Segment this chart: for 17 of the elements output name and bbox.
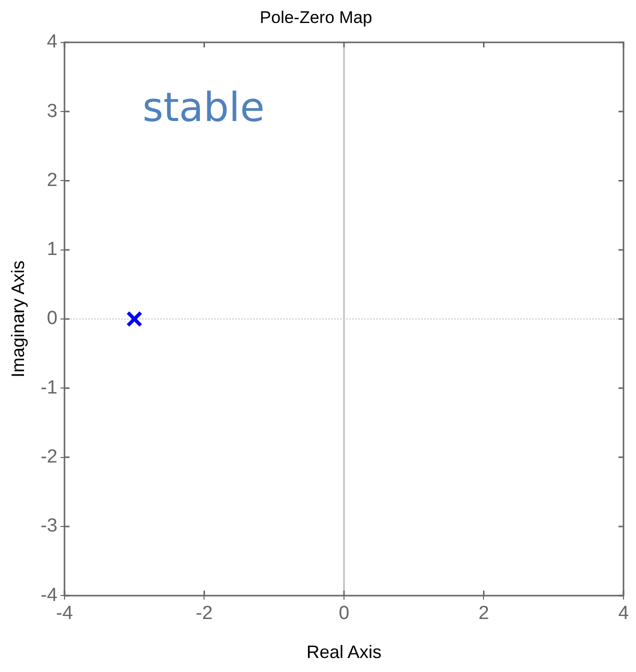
x-tick-label: 0 xyxy=(338,603,350,624)
x-tick-label: 4 xyxy=(618,603,630,624)
chart-title: Pole-Zero Map xyxy=(260,8,372,27)
y-tick-label: 1 xyxy=(46,239,58,260)
annotation: stable xyxy=(142,84,265,131)
y-tick-label: 0 xyxy=(46,308,58,330)
y-tick-label: 2 xyxy=(46,170,58,191)
y-axis-title: Imaginary Axis xyxy=(8,260,28,378)
y-tick-label: -2 xyxy=(40,446,58,468)
x-axis-title: Real Axis xyxy=(306,642,382,662)
y-tick-label: -3 xyxy=(40,516,58,537)
y-tick-label: 4 xyxy=(46,32,58,53)
x-tick-label: -2 xyxy=(196,603,213,624)
x-tick-label: 2 xyxy=(478,603,490,624)
y-tick-label: 3 xyxy=(46,100,58,122)
y-tick-label: -1 xyxy=(40,377,58,398)
y-tick-label: -4 xyxy=(40,584,58,606)
